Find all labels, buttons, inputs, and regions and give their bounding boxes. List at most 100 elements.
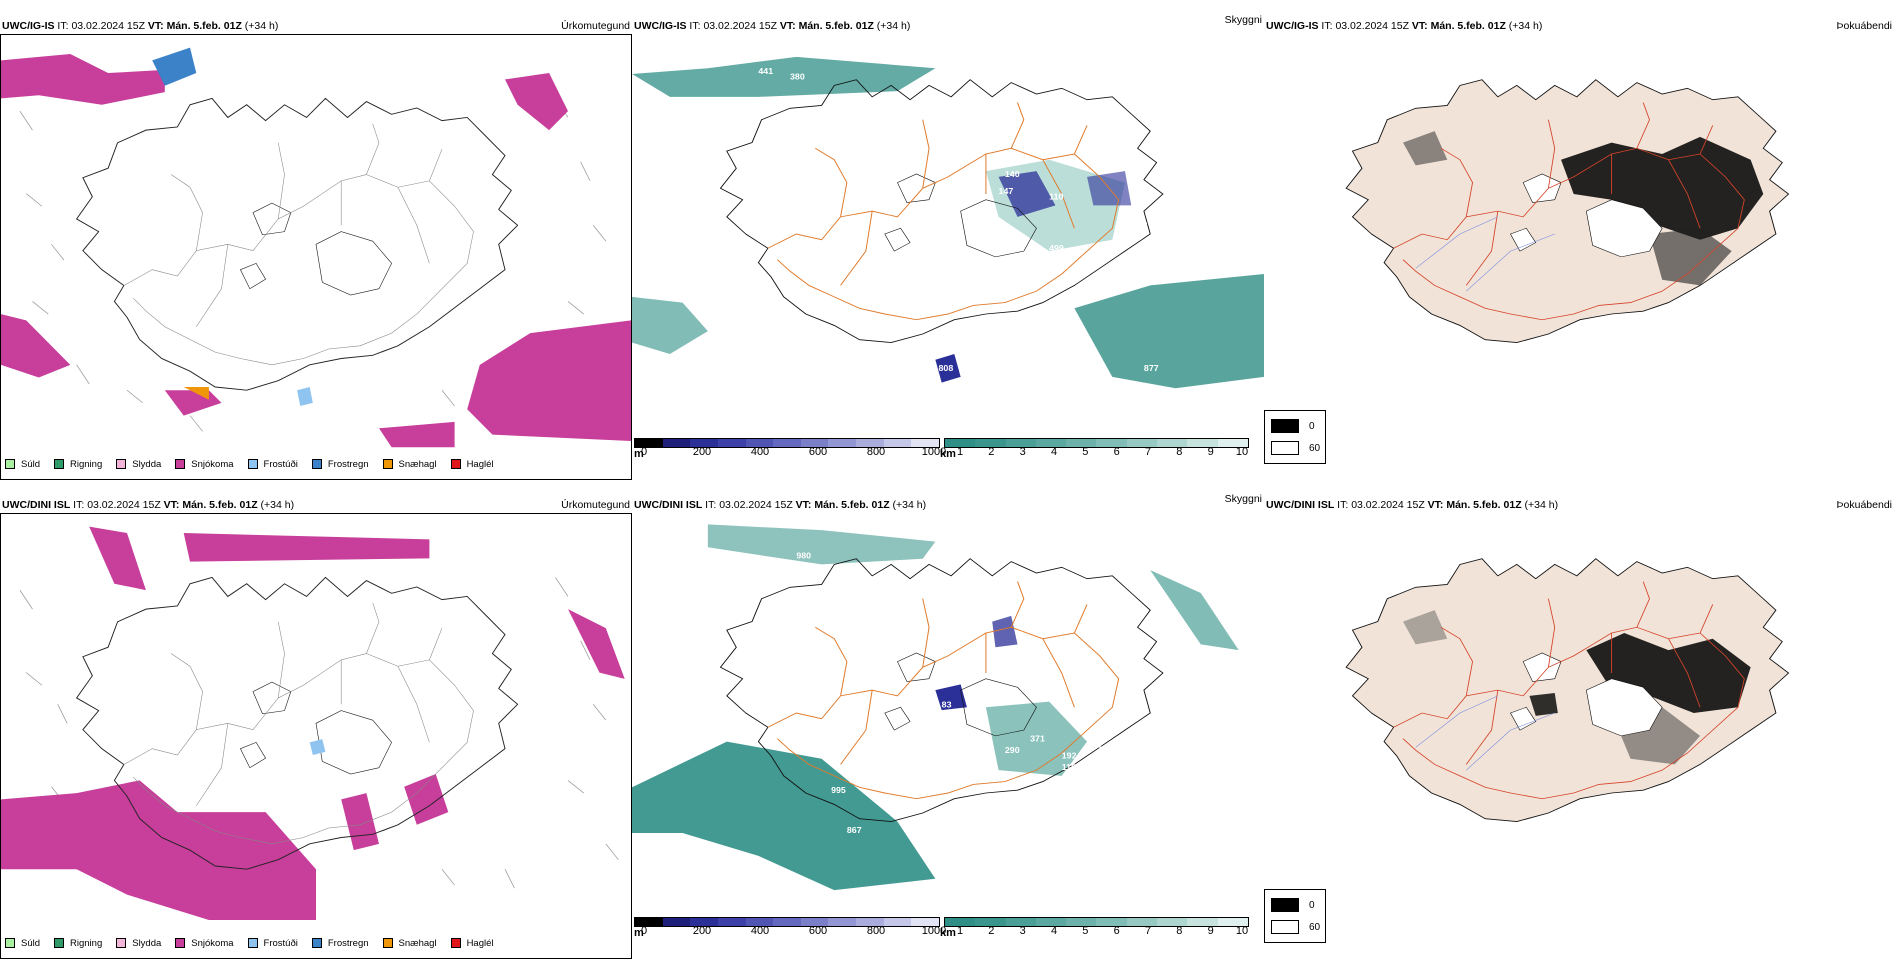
scale-swatch xyxy=(975,918,1006,926)
scale-tick-label: 9 xyxy=(1207,446,1214,458)
iceland-landmass xyxy=(1345,79,1790,344)
rivers xyxy=(1415,216,1555,292)
cloud-label: 877 xyxy=(1144,364,1159,373)
model-name: UWC/DINI ISL xyxy=(1266,499,1335,511)
scale-tick-label: 0 xyxy=(640,446,648,458)
snow-area xyxy=(164,390,222,416)
cloud-cover-panel: UWC/DINI ISL IT: 03.02.2024 15Z VT: Mán.… xyxy=(1264,495,1894,960)
it-label: IT: xyxy=(57,20,69,32)
scale-tick-label: 200 xyxy=(692,925,712,937)
scale-swatch xyxy=(635,918,663,926)
snow-area xyxy=(467,320,631,441)
scale-swatch xyxy=(773,918,801,926)
precip-legend: Súld Rigning Slydda Snjókoma Frostúði Fr… xyxy=(5,455,508,473)
scale-swatch xyxy=(773,439,801,447)
vt-label: VT: xyxy=(779,20,796,32)
cloud-label: 52 xyxy=(752,568,762,577)
scale-tick-label: 8 xyxy=(1176,446,1183,458)
legend-item: Slydda xyxy=(116,938,161,949)
precip-map-svg xyxy=(1,47,631,448)
vt-label: VT: xyxy=(1427,499,1444,511)
panel-type-title: Skyggni xyxy=(1224,493,1262,505)
cloud-cover-map[interactable] xyxy=(1264,34,1896,434)
panel-type-title: Úrkomutegund xyxy=(561,499,630,511)
cloud-label: 499 xyxy=(1049,244,1064,253)
legend-item: Frostregn xyxy=(311,459,369,470)
cloud-label: 377 xyxy=(1055,261,1070,270)
vt-label: VT: xyxy=(1411,20,1428,32)
legend-item: 60 xyxy=(1271,920,1320,934)
scale-swatch xyxy=(945,439,976,447)
scale-swatch xyxy=(1005,918,1036,926)
cloud-area xyxy=(632,296,708,354)
panel-type-title: Úrkomutegund xyxy=(561,20,630,32)
scale-swatch xyxy=(1066,439,1097,447)
scale-swatch xyxy=(690,918,718,926)
model-row-ig-is: UWC/IG-IS IT: 03.02.2024 15Z VT: Mán. 5.… xyxy=(0,14,1900,486)
scale-swatch xyxy=(662,918,691,926)
m-ticks: 0 200 400 600 800 1000 xyxy=(641,925,946,939)
it-label: IT: xyxy=(1321,20,1333,32)
scale-swatch xyxy=(883,918,912,926)
precip-map-svg xyxy=(1,526,625,920)
cloud-base-map-svg: 980 52 120 83 371 290 192 110 162 382 99… xyxy=(632,524,1239,891)
scale-tick-label: 600 xyxy=(808,446,828,458)
scale-tick-label: 3 xyxy=(1019,446,1026,458)
snow-area xyxy=(379,421,455,448)
model-name: UWC/DINI ISL xyxy=(634,499,703,511)
low-cloud-area xyxy=(935,354,961,383)
scale-tick-label: 1000 xyxy=(921,446,947,458)
cloud-base-map[interactable]: 980 52 120 83 371 290 192 110 162 382 99… xyxy=(632,513,1264,913)
low-cloud-area xyxy=(992,615,1018,648)
scale-tick-label: 8 xyxy=(1176,925,1183,937)
scale-tick-label: 2 xyxy=(988,925,995,937)
cloud-label: 110 xyxy=(1049,192,1064,201)
scale-swatch xyxy=(883,439,912,447)
cloud-label: 995 xyxy=(831,785,846,794)
scale-swatch xyxy=(800,918,829,926)
km-unit: km xyxy=(940,448,956,460)
scale-tick-label: 7 xyxy=(1144,446,1152,458)
scale-swatch xyxy=(1187,918,1218,926)
it-label: IT: xyxy=(73,499,85,511)
scale-tick-label: 2 xyxy=(988,446,995,458)
scale-swatch xyxy=(828,918,857,926)
panel-header: UWC/DINI ISL IT: 03.02.2024 15Z VT: Mán.… xyxy=(634,493,1262,513)
cloud-label: 980 xyxy=(796,551,811,560)
panel-type-title: Þokuábendi xyxy=(1836,20,1892,32)
cloud-base-map[interactable]: 441 380 124 140 147 110 499 377 47 808 8… xyxy=(632,34,1264,434)
m-unit: m xyxy=(634,448,644,460)
scale-tick-label: 1 xyxy=(956,446,964,458)
cloud-base-km-scale xyxy=(944,438,1249,448)
cloud-base-panel: UWC/DINI ISL IT: 03.02.2024 15Z VT: Mán.… xyxy=(632,493,1264,960)
panel-header: UWC/DINI ISL IT: 03.02.2024 15Z VT: Mán.… xyxy=(2,499,630,513)
it-label: IT: xyxy=(1337,499,1349,511)
scale-swatch xyxy=(856,918,884,926)
scale-swatch xyxy=(1126,918,1158,926)
precip-map[interactable]: Súld Rigning Slydda Snjókoma Frostúði Fr… xyxy=(0,513,632,959)
scale-swatch xyxy=(745,439,774,447)
legend-item: Snjókoma xyxy=(175,938,234,949)
precip-map[interactable]: Súld Rigning Slydda Snjókoma Frostúði Fr… xyxy=(0,34,632,480)
legend-item: Snjókoma xyxy=(175,459,234,470)
lead-time: (+34 h) xyxy=(1508,20,1543,32)
cloud-label: 867 xyxy=(847,825,862,834)
snow-area xyxy=(404,774,449,825)
cloud-area xyxy=(1074,274,1264,389)
cloud-area xyxy=(1150,570,1239,651)
scale-swatch xyxy=(717,439,746,447)
rivers xyxy=(1415,695,1555,771)
legend-item: Snæhagl xyxy=(382,459,437,470)
legend-item: Súld xyxy=(5,459,40,470)
it-value: 03.02.2024 15Z xyxy=(719,499,793,511)
scale-swatch xyxy=(717,918,746,926)
snow-area xyxy=(1,54,165,105)
scale-swatch xyxy=(1096,439,1127,447)
snow-area xyxy=(1,780,316,920)
cloud-cover-panel: UWC/IG-IS IT: 03.02.2024 15Z VT: Mán. 5.… xyxy=(1264,16,1894,481)
cloud-cover-map[interactable] xyxy=(1264,513,1896,913)
scale-swatch xyxy=(662,439,691,447)
cloud-label: 441 xyxy=(758,66,773,75)
precip-type-panel: UWC/IG-IS IT: 03.02.2024 15Z VT: Mán. 5.… xyxy=(0,16,632,481)
scale-tick-label: 6 xyxy=(1113,446,1120,458)
